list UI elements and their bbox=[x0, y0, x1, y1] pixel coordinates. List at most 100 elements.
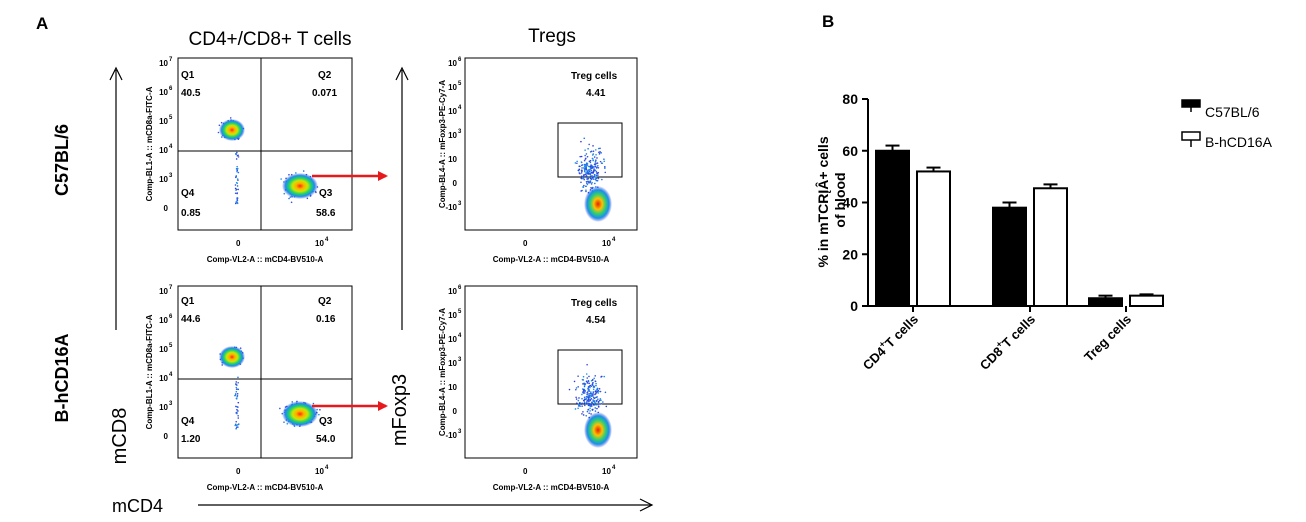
event-dot bbox=[583, 390, 585, 392]
event-dot bbox=[583, 159, 586, 162]
flow-plot-treg-bhcd16a: Treg cells 4.54 bbox=[464, 285, 638, 459]
event-dot bbox=[237, 388, 240, 391]
event-dot bbox=[595, 391, 598, 394]
event-dot bbox=[581, 177, 583, 180]
event-dot bbox=[588, 143, 590, 146]
x-tick-label: 0 bbox=[523, 239, 528, 248]
y-tick-exp: 4 bbox=[458, 333, 462, 339]
event-dot bbox=[574, 408, 577, 410]
event-dot bbox=[587, 409, 589, 411]
event-dot bbox=[594, 393, 596, 396]
y-tick-label: 10 bbox=[159, 175, 168, 184]
x-tick-exp: 4 bbox=[612, 465, 616, 471]
event-dot bbox=[575, 387, 578, 389]
y-tick-label: 10 bbox=[159, 287, 168, 296]
x-tick-label: 10 bbox=[315, 239, 324, 248]
event-dot bbox=[587, 147, 589, 150]
event-dot bbox=[237, 426, 239, 428]
event-dot bbox=[589, 173, 591, 176]
event-dot bbox=[236, 185, 239, 187]
q1-label: Q1 bbox=[181, 70, 195, 81]
event-dot bbox=[583, 178, 585, 181]
bar-c57bl6-2 bbox=[1088, 297, 1123, 307]
event-dot bbox=[590, 379, 593, 382]
event-dot bbox=[280, 178, 282, 180]
event-dot bbox=[581, 170, 583, 173]
event-dot bbox=[581, 397, 583, 400]
y-tick-label: 10 bbox=[159, 403, 168, 412]
event-dot bbox=[600, 399, 602, 402]
event-dot bbox=[234, 424, 236, 427]
event-dot bbox=[598, 399, 601, 402]
event-dot bbox=[237, 376, 239, 379]
event-dot bbox=[585, 175, 588, 177]
event-dot bbox=[603, 160, 606, 163]
axis-label-mcd8: mCD8 bbox=[109, 408, 131, 465]
event-dot bbox=[593, 168, 595, 170]
event-dot bbox=[578, 397, 580, 399]
event-dot bbox=[595, 153, 597, 156]
q2-label: Q2 bbox=[318, 296, 332, 307]
event-dot bbox=[574, 162, 577, 164]
event-dot bbox=[586, 182, 588, 185]
event-dot bbox=[235, 397, 238, 400]
event-dot bbox=[576, 162, 578, 165]
event-dot bbox=[580, 155, 583, 158]
event-dot bbox=[597, 405, 600, 408]
event-dot bbox=[237, 188, 240, 191]
event-dot bbox=[600, 402, 603, 405]
y-tick-label: -10 bbox=[445, 203, 457, 212]
event-dot bbox=[236, 198, 238, 200]
event-dot bbox=[593, 377, 595, 380]
event-dot bbox=[585, 414, 588, 417]
x-category-label: CD8+T cells bbox=[975, 310, 1038, 373]
event-dot bbox=[582, 411, 584, 413]
flow-plot-cd4cd8-bhcd16a: Q1 44.6 Q2 0.16 Q4 1.20 Q3 54.0 bbox=[177, 285, 353, 459]
y-title-line1: % in mTCRĮÂ+ cells bbox=[814, 136, 831, 267]
x-tick-label: 0 bbox=[236, 239, 241, 248]
event-dot bbox=[589, 159, 592, 162]
y-tick-label: 10 bbox=[448, 287, 457, 296]
event-dot bbox=[586, 183, 589, 186]
plot-frame bbox=[177, 57, 353, 231]
event-dot bbox=[575, 388, 577, 391]
event-dot bbox=[593, 156, 596, 158]
event-dot bbox=[585, 180, 588, 183]
event-dot bbox=[580, 190, 582, 192]
event-dot bbox=[594, 390, 597, 393]
legend-label-c57bl6: C57BL/6 bbox=[1205, 104, 1260, 120]
event-dot bbox=[234, 184, 237, 186]
event-dot bbox=[237, 417, 240, 419]
event-dot bbox=[593, 175, 595, 178]
event-dot bbox=[583, 165, 586, 168]
y-tick-label: 10 bbox=[159, 88, 168, 97]
y-axis-title: Comp-BL4-A :: mFoxp3-PE-Cy7-A bbox=[438, 308, 447, 436]
event-dot bbox=[237, 171, 240, 174]
y-tick-label: 10 bbox=[159, 117, 168, 126]
y-tick-exp: 5 bbox=[458, 309, 462, 315]
event-dot bbox=[589, 386, 591, 389]
x-axis-title: Comp-VL2-A :: mCD4-BV510-A bbox=[493, 255, 610, 264]
event-dot bbox=[589, 407, 591, 409]
event-dot bbox=[587, 380, 590, 383]
event-dot bbox=[580, 161, 583, 163]
event-dot bbox=[586, 171, 588, 173]
y-tick-exp: 3 bbox=[169, 173, 173, 179]
event-dot bbox=[234, 187, 237, 190]
event-dot bbox=[582, 375, 585, 378]
event-dot bbox=[573, 380, 576, 383]
event-dot bbox=[593, 385, 595, 387]
legend-swatch-bhcd16a bbox=[1181, 131, 1201, 147]
event-dot bbox=[596, 162, 599, 164]
event-dot bbox=[588, 412, 590, 414]
event-dot bbox=[596, 396, 598, 398]
event-dot bbox=[597, 400, 600, 403]
q1-label: Q1 bbox=[181, 296, 195, 307]
event-dot bbox=[575, 402, 578, 405]
col-title-tregs: Tregs bbox=[528, 26, 576, 47]
event-dot bbox=[596, 404, 598, 406]
q2-label: Q2 bbox=[318, 70, 332, 81]
event-dot bbox=[236, 192, 239, 194]
